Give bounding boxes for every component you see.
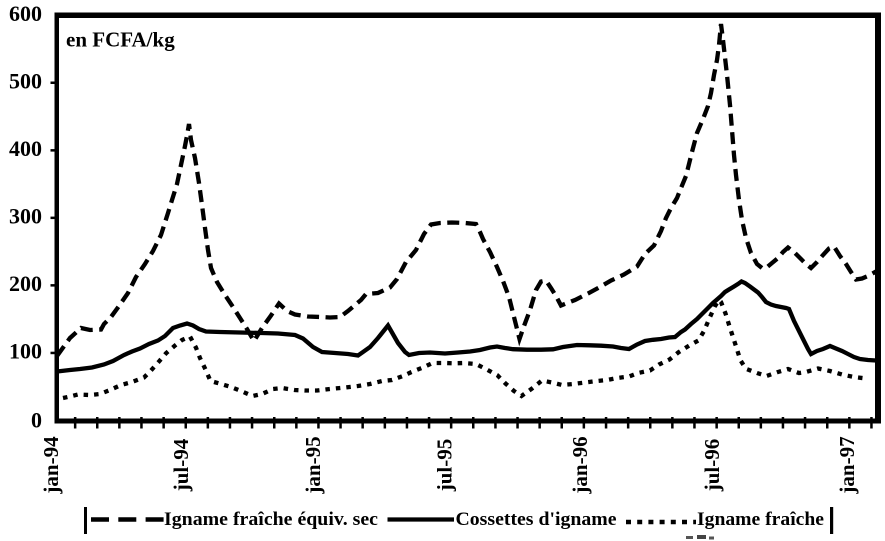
svg-text:600: 600 [9, 1, 42, 26]
svg-text:jan-95: jan-95 [301, 436, 325, 494]
svg-text:Igname fraîche: Igname fraîche [697, 509, 824, 530]
svg-text:jan-97: jan-97 [835, 436, 859, 494]
svg-text:jul-96: jul-96 [700, 439, 724, 493]
svg-text:jul-94: jul-94 [169, 438, 193, 492]
svg-text:200: 200 [9, 271, 42, 296]
svg-text:jan-96: jan-96 [568, 436, 592, 494]
svg-text:en FCFA/kg: en FCFA/kg [66, 28, 175, 52]
svg-text:100: 100 [9, 338, 42, 363]
svg-text:500: 500 [9, 68, 42, 93]
svg-text:0: 0 [31, 408, 42, 433]
svg-text:Cossettes d'igname: Cossettes d'igname [456, 509, 617, 530]
svg-text:jul-95: jul-95 [433, 439, 457, 493]
svg-text:Igname fraîche équiv. sec: Igname fraîche équiv. sec [164, 509, 378, 530]
svg-text:jan-94: jan-94 [39, 436, 63, 495]
svg-text:400: 400 [9, 136, 42, 161]
svg-text:300: 300 [9, 203, 42, 228]
